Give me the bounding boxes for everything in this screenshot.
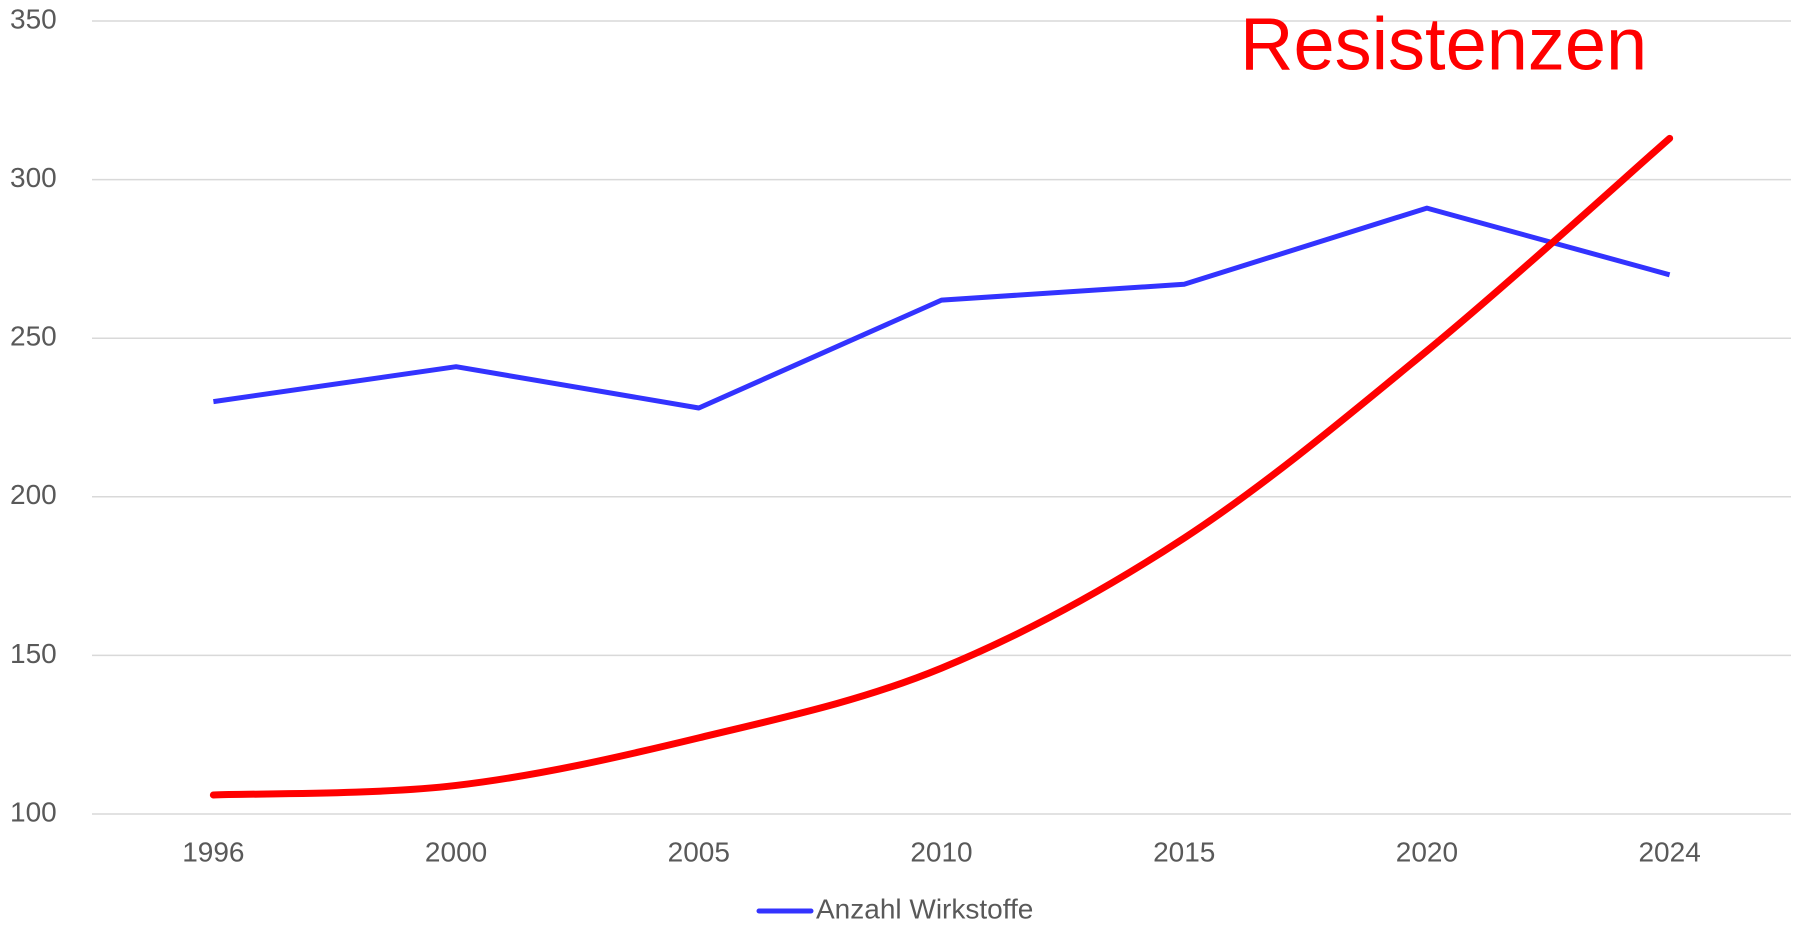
x-tick-label: 2024: [1638, 836, 1700, 867]
annotation-curve: [209, 134, 1674, 799]
y-tick-label: 100: [10, 796, 57, 827]
y-tick-label: 250: [10, 321, 57, 352]
y-tick-label: 150: [10, 638, 57, 669]
data-line: [213, 205, 1671, 411]
y-tick-label: 300: [10, 162, 57, 193]
y-tick-label: 350: [10, 3, 57, 34]
x-tick-label: 2020: [1396, 836, 1458, 867]
x-tick-label: 2005: [668, 836, 730, 867]
annotation-label: Resistenzen: [1240, 3, 1647, 86]
y-tick-label: 200: [10, 479, 57, 510]
x-tick-label: 2000: [425, 836, 487, 867]
x-tick-label: 1996: [182, 836, 244, 867]
x-tick-label: 2010: [910, 836, 972, 867]
legend-label: Anzahl Wirkstoffe: [816, 893, 1033, 924]
x-tick-label: 2015: [1153, 836, 1215, 867]
